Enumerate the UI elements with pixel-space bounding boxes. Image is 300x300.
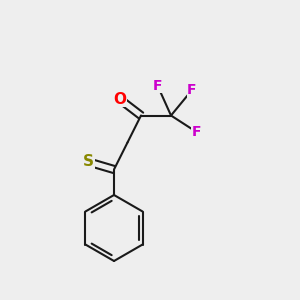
Text: S: S <box>83 154 94 169</box>
Text: O: O <box>113 92 126 106</box>
Text: F: F <box>187 83 197 97</box>
Text: F: F <box>192 125 201 139</box>
Text: F: F <box>153 79 162 92</box>
